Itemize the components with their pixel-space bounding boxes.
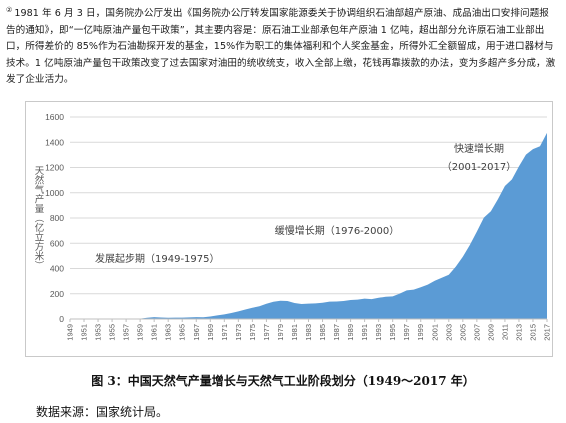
annotation-a1: 发展起步期（1949-1975）: [95, 252, 220, 265]
x-tick-label: 1971: [220, 324, 229, 341]
area-chart: 0 200 400 600 800 1000 1200 1400 1600 1949 1951 195…: [33, 112, 552, 341]
annotations: 发展起步期（1949-1975） 缓慢增长期（1976-2000） 快速增长期 （20…: [95, 142, 516, 265]
x-tick-label: 1963: [164, 324, 173, 341]
x-tick-label: 2015: [528, 324, 537, 341]
x-tick-label: 1961: [150, 324, 159, 341]
x-tick-label: 2001: [430, 324, 439, 341]
x-tick-label: 1959: [136, 324, 145, 341]
x-tick-label: 1951: [80, 324, 89, 341]
x-tick-label: 1993: [374, 324, 383, 341]
footnote-mark: ②: [6, 6, 13, 14]
y-tick-label: 0: [59, 314, 64, 324]
x-tick-label: 1977: [262, 324, 271, 341]
x-tick-label: 1965: [178, 324, 187, 341]
annotation-a4: （2001-2017）: [442, 161, 517, 173]
data-source: 数据来源：国家统计局。: [36, 405, 169, 419]
x-tick-label: 1981: [290, 324, 299, 341]
y-axis-title: 天然气产量（亿立方米）: [33, 166, 45, 271]
y-tick-label: 600: [50, 238, 64, 248]
chart-frame: 0 200 400 600 800 1000 1200 1400 1600 1949 1951 195…: [25, 101, 553, 357]
x-tick-label: 2003: [444, 324, 453, 341]
x-tick-label: 2011: [500, 324, 509, 340]
x-tick-label: 1987: [332, 324, 341, 341]
x-tick-label: 1995: [388, 324, 397, 341]
x-tick-label: 1989: [346, 324, 355, 341]
x-tick-label: 2005: [458, 324, 467, 341]
footnote-text: 1981 年 6 月 3 日，国务院办公厅发出《国务院办公厅转发国家能源委关于协…: [6, 8, 556, 85]
x-tick-label: 1997: [402, 324, 411, 341]
annotation-a2: 缓慢增长期（1976-2000）: [275, 224, 400, 237]
x-tick-label: 1991: [360, 324, 369, 341]
x-tick-label: 2009: [486, 324, 495, 341]
figure-caption: 图 3：中国天然气产量增长与天然气工业阶段划分（1949～2017 年）: [91, 374, 475, 388]
y-tick-label: 1000: [45, 188, 64, 198]
x-tick-label: 1967: [192, 324, 201, 341]
y-tick-label: 400: [50, 264, 64, 274]
y-tick-label: 1400: [45, 137, 64, 147]
production-area: [70, 132, 547, 319]
x-tick-label: 1979: [276, 324, 285, 341]
x-tick-label: 1955: [108, 324, 117, 341]
y-tick-label: 1600: [45, 112, 64, 122]
x-tick-label: 1957: [122, 324, 131, 341]
x-tick-label: 1969: [206, 324, 215, 341]
y-tick-label: 1200: [45, 163, 64, 173]
x-tick-label: 2007: [472, 324, 481, 341]
annotation-a3: 快速增长期: [454, 142, 504, 155]
footnote: ② 1981 年 6 月 3 日，国务院办公厅发出《国务院办公厅转发国家能源委关于…: [6, 2, 558, 89]
x-tick-label: 1973: [234, 324, 243, 341]
y-tick-label: 800: [50, 213, 64, 223]
x-tick-label: 1983: [304, 324, 313, 341]
y-tick-label: 200: [50, 289, 64, 299]
x-tick-label: 1953: [94, 324, 103, 341]
x-tick-label: 1985: [318, 324, 327, 341]
x-tick-label: 2013: [514, 324, 523, 341]
x-tick-label: 1949: [66, 324, 75, 341]
x-ticks: 1949 1951 1953 1955 1957 1959 1961 1963 1965 1967…: [66, 319, 552, 341]
x-tick-label: 1975: [248, 324, 257, 341]
x-tick-label: 2017: [543, 324, 552, 341]
x-tick-label: 1999: [416, 324, 425, 341]
